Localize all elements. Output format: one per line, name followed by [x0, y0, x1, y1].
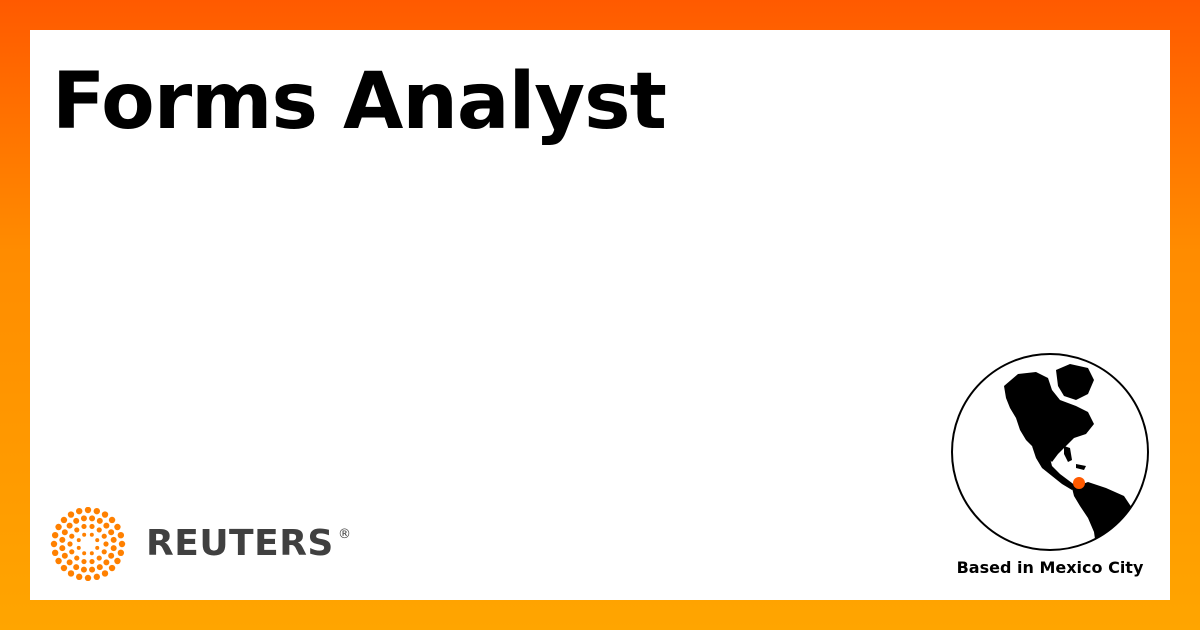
- job-title: Forms Analyst: [52, 57, 667, 147]
- location-label: Based in Mexico City: [956, 558, 1144, 577]
- globe-icon: [951, 353, 1149, 551]
- registered-mark: ®: [338, 527, 351, 542]
- reuters-logo-icon: [50, 507, 126, 581]
- location-marker-icon: [1073, 477, 1085, 489]
- job-card: Forms Analyst REUTERS ®: [30, 30, 1170, 600]
- continents: [1004, 364, 1132, 550]
- brand-name: REUTERS: [146, 523, 334, 564]
- reuters-logo: REUTERS ®: [50, 507, 380, 581]
